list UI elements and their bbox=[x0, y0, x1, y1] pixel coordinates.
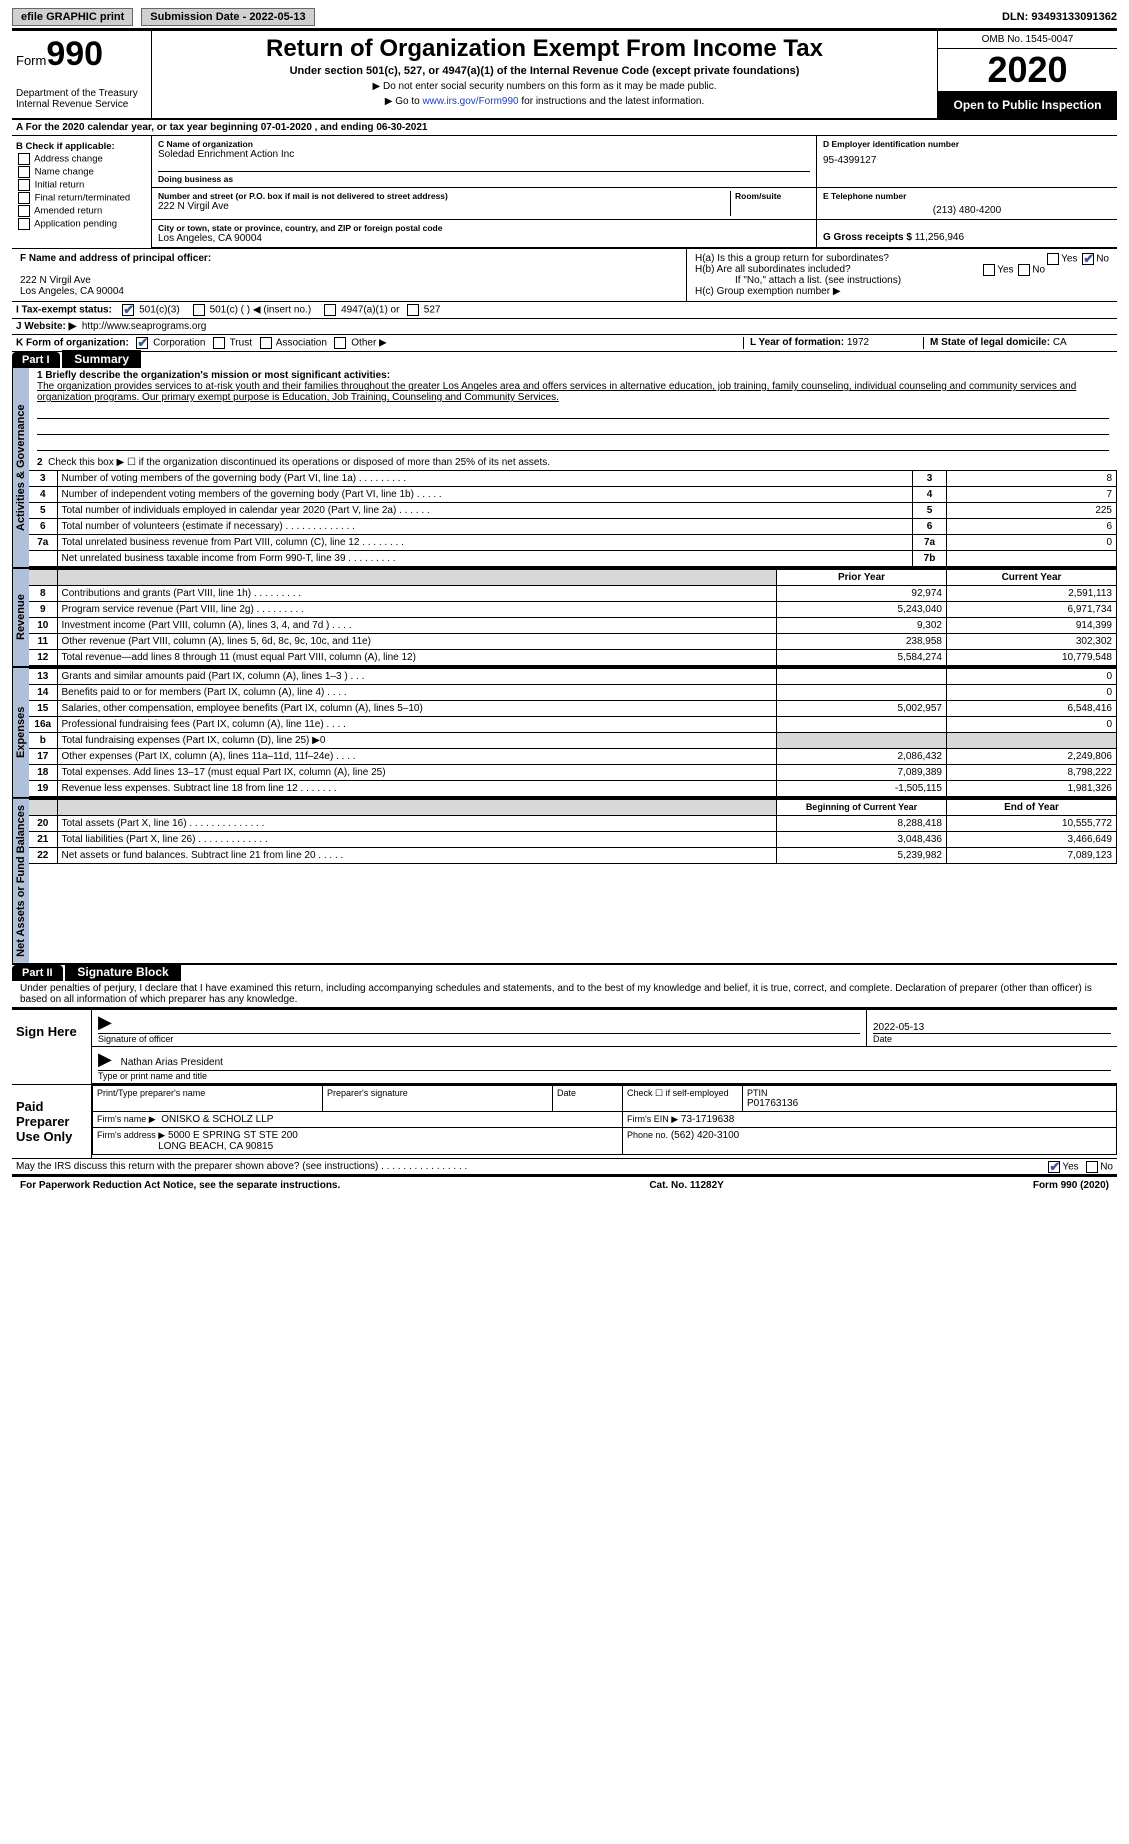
governance-table: 3Number of voting members of the governi… bbox=[29, 470, 1117, 567]
corp-checkbox[interactable] bbox=[136, 337, 148, 349]
mission-question: 1 Briefly describe the organization's mi… bbox=[37, 370, 1109, 381]
efile-print-button[interactable]: efile GRAPHIC print bbox=[12, 8, 133, 26]
officer-label: F Name and address of principal officer: bbox=[20, 253, 678, 264]
row-a-period: A For the 2020 calendar year, or tax yea… bbox=[12, 120, 1117, 136]
firm-addr1: 5000 E SPRING ST STE 200 bbox=[168, 1130, 298, 1141]
netassets-table: Beginning of Current YearEnd of Year 20T… bbox=[29, 799, 1117, 864]
side-governance: Activities & Governance bbox=[12, 368, 29, 567]
firm-addr2: LONG BEACH, CA 90815 bbox=[158, 1141, 273, 1152]
tel-value: (213) 480-4200 bbox=[823, 205, 1111, 216]
expenses-table: 13Grants and similar amounts paid (Part … bbox=[29, 668, 1117, 797]
row-i-tax-status: I Tax-exempt status: 501(c)(3) 501(c) ( … bbox=[12, 302, 1117, 319]
firm-name: ONISKO & SCHOLZ LLP bbox=[161, 1114, 273, 1125]
addr-label: Number and street (or P.O. box if mail i… bbox=[158, 191, 730, 201]
topbar: efile GRAPHIC print Submission Date - 20… bbox=[12, 8, 1117, 31]
arrow-icon: ▶ bbox=[98, 1012, 112, 1032]
501c-checkbox[interactable] bbox=[193, 304, 205, 316]
527-checkbox[interactable] bbox=[407, 304, 419, 316]
website-url[interactable]: http://www.seaprograms.org bbox=[82, 321, 207, 332]
row-j-website: J Website: ▶ http://www.seaprograms.org bbox=[12, 319, 1117, 335]
ha-no-checkbox[interactable] bbox=[1082, 253, 1094, 265]
addr-value: 222 N Virgil Ave bbox=[158, 201, 730, 212]
form-number: Form990 bbox=[16, 35, 147, 74]
officer-name: Nathan Arias President bbox=[121, 1057, 223, 1068]
other-checkbox[interactable] bbox=[334, 337, 346, 349]
room-label: Room/suite bbox=[735, 191, 810, 201]
city-value: Los Angeles, CA 90004 bbox=[158, 233, 810, 244]
irs-link[interactable]: www.irs.gov/Form990 bbox=[422, 96, 518, 107]
form-title: Return of Organization Exempt From Incom… bbox=[160, 35, 929, 63]
ssn-note: ▶ Do not enter social security numbers o… bbox=[160, 81, 929, 92]
part-i-bar: Part I Summary bbox=[12, 352, 1117, 368]
hb-no-checkbox[interactable] bbox=[1018, 264, 1030, 276]
page-footer: For Paperwork Reduction Act Notice, see … bbox=[12, 1175, 1117, 1194]
dln-text: DLN: 93493133091362 bbox=[1002, 11, 1117, 23]
omb-number: OMB No. 1545-0047 bbox=[938, 31, 1117, 49]
officer-addr1: 222 N Virgil Ave bbox=[20, 275, 678, 286]
assoc-checkbox[interactable] bbox=[260, 337, 272, 349]
goto-note: ▶ Go to www.irs.gov/Form990 for instruct… bbox=[160, 96, 929, 107]
hb-note: If "No," attach a list. (see instruction… bbox=[695, 275, 1109, 286]
discuss-question: May the IRS discuss this return with the… bbox=[12, 1159, 1117, 1175]
4947-checkbox[interactable] bbox=[324, 304, 336, 316]
trust-checkbox[interactable] bbox=[213, 337, 225, 349]
officer-addr2: Los Angeles, CA 90004 bbox=[20, 286, 678, 297]
paid-preparer-label: Paid Preparer Use Only bbox=[12, 1085, 92, 1158]
sig-date-label: Date bbox=[873, 1033, 1111, 1044]
revenue-table: Prior YearCurrent Year 8Contributions an… bbox=[29, 569, 1117, 666]
part-ii-bar: Part II Signature Block bbox=[12, 965, 1117, 981]
final-return-checkbox[interactable] bbox=[18, 192, 30, 204]
officer-name-label: Type or print name and title bbox=[98, 1070, 1111, 1081]
initial-return-checkbox[interactable] bbox=[18, 179, 30, 191]
firm-ein: 73-1719638 bbox=[681, 1114, 734, 1125]
firm-phone: (562) 420-3100 bbox=[671, 1130, 739, 1141]
side-netassets: Net Assets or Fund Balances bbox=[12, 799, 29, 963]
hc-question: H(c) Group exemption number ▶ bbox=[695, 286, 1109, 297]
row-klm: K Form of organization: Corporation Trus… bbox=[12, 335, 1117, 352]
tel-label: E Telephone number bbox=[823, 191, 1111, 201]
line-2: 2 Check this box ▶ ☐ if the organization… bbox=[29, 455, 1117, 470]
ha-yes-checkbox[interactable] bbox=[1047, 253, 1059, 265]
name-change-checkbox[interactable] bbox=[18, 166, 30, 178]
ein-label: D Employer identification number bbox=[823, 139, 1111, 149]
tax-year: 2020 bbox=[938, 49, 1117, 92]
org-name: Soledad Enrichment Action Inc bbox=[158, 149, 810, 160]
application-pending-checkbox[interactable] bbox=[18, 218, 30, 230]
sig-officer-label: Signature of officer bbox=[98, 1033, 860, 1044]
arrow-icon: ▶ bbox=[98, 1049, 112, 1069]
discuss-no-checkbox[interactable] bbox=[1086, 1161, 1098, 1173]
gross-value: 11,256,946 bbox=[915, 232, 964, 243]
dba-label: Doing business as bbox=[158, 171, 810, 184]
gross-label: G Gross receipts $ bbox=[823, 232, 912, 243]
discuss-yes-checkbox[interactable] bbox=[1048, 1161, 1060, 1173]
amended-return-checkbox[interactable] bbox=[18, 205, 30, 217]
ha-question: H(a) Is this a group return for subordin… bbox=[695, 253, 1109, 264]
ein-value: 95-4399127 bbox=[823, 155, 1111, 166]
dept-text: Department of the Treasury Internal Reve… bbox=[16, 88, 147, 110]
mission-text: The organization provides services to at… bbox=[37, 381, 1109, 403]
open-inspection: Open to Public Inspection bbox=[938, 92, 1117, 118]
form-header: Form990 Department of the Treasury Inter… bbox=[12, 31, 1117, 120]
city-label: City or town, state or province, country… bbox=[158, 223, 810, 233]
col-b-checkboxes: B Check if applicable: Address change Na… bbox=[12, 136, 152, 248]
org-name-label: C Name of organization bbox=[158, 139, 810, 149]
side-revenue: Revenue bbox=[12, 569, 29, 666]
hb-question: H(b) Are all subordinates included? Yes … bbox=[695, 264, 1109, 275]
sign-here-label: Sign Here bbox=[12, 1010, 92, 1084]
ptin-value: P01763136 bbox=[747, 1098, 1112, 1109]
hb-yes-checkbox[interactable] bbox=[983, 264, 995, 276]
penalties-text: Under penalties of perjury, I declare th… bbox=[12, 981, 1117, 1008]
sig-date: 2022-05-13 bbox=[873, 1022, 1111, 1033]
side-expenses: Expenses bbox=[12, 668, 29, 797]
501c3-checkbox[interactable] bbox=[122, 304, 134, 316]
form-subtitle: Under section 501(c), 527, or 4947(a)(1)… bbox=[160, 65, 929, 77]
address-change-checkbox[interactable] bbox=[18, 153, 30, 165]
submission-date-button[interactable]: Submission Date - 2022-05-13 bbox=[141, 8, 314, 26]
